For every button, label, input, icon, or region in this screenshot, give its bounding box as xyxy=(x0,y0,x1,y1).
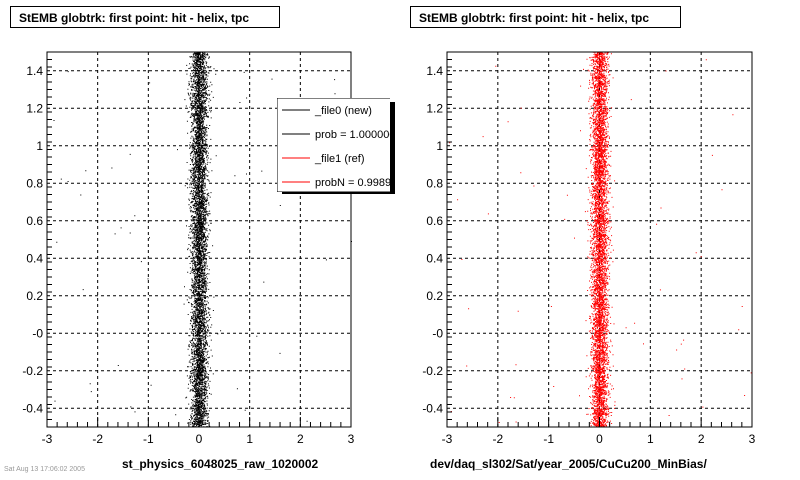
footer-timestamp: Sat Aug 13 17:06:02 2005 xyxy=(4,466,85,473)
x-tick-label: 2 xyxy=(698,432,705,446)
legend-entry-label: prob = 1.000000 xyxy=(315,129,395,141)
x-tick-label: 3 xyxy=(749,432,756,446)
y-tick-label: 0.4 xyxy=(426,251,443,265)
y-tick-label: -0.2 xyxy=(422,364,443,378)
y-tick-label: 0.8 xyxy=(426,176,443,190)
x-tick-label: -1 xyxy=(543,432,554,446)
x-tick-label: -3 xyxy=(442,432,453,446)
y-tick-label: -0.2 xyxy=(22,364,43,378)
y-tick-label: -0 xyxy=(32,326,43,340)
y-tick-label: -0 xyxy=(432,326,443,340)
x-tick-label: 3 xyxy=(348,432,355,446)
x-tick-label: 2 xyxy=(297,432,304,446)
x-tick-label: -2 xyxy=(92,432,103,446)
left-x-axis-label: st_physics_6048025_raw_1020002 xyxy=(122,457,319,471)
right-x-axis-label: dev/daq_sl302/Sat/year_2005/CuCu200_MinB… xyxy=(430,457,707,471)
left-chart-title: StEMB globtrk: first point: hit - helix,… xyxy=(10,6,280,28)
legend-entry-label: probN = 0.998990 xyxy=(315,177,403,189)
y-tick-label: 1.4 xyxy=(426,64,443,78)
y-tick-label: 1 xyxy=(436,139,443,153)
scatter-points xyxy=(449,51,752,428)
x-tick-label: 0 xyxy=(196,432,203,446)
y-tick-label: 0.2 xyxy=(426,289,443,303)
x-tick-label: -2 xyxy=(492,432,503,446)
y-tick-label: 0.6 xyxy=(426,214,443,228)
legend-entry-label: _file1 (ref) xyxy=(314,153,365,165)
y-tick-label: -0.4 xyxy=(22,401,43,415)
y-tick-label: 1.2 xyxy=(426,101,443,115)
y-tick-label: 0.4 xyxy=(26,251,43,265)
legend-entry-label: _file0 (new) xyxy=(314,105,372,117)
scatter-points xyxy=(53,51,352,428)
x-tick-label: -1 xyxy=(143,432,154,446)
y-tick-label: 0.6 xyxy=(26,214,43,228)
x-tick-label: -3 xyxy=(42,432,53,446)
plot-1: -3 -2 -1 0 1 2 3 -0.4 -0.2 -0 0.2 0.4 0.6 0.8 1 1.2 1.4 xyxy=(422,51,756,446)
y-tick-label: 0.2 xyxy=(26,289,43,303)
y-tick-label: 0.8 xyxy=(26,176,43,190)
y-tick-label: 1.4 xyxy=(26,64,43,78)
y-tick-label: 1 xyxy=(36,139,43,153)
y-tick-label: 1.2 xyxy=(26,101,43,115)
y-tick-label: -0.4 xyxy=(422,401,443,415)
x-tick-label: 1 xyxy=(246,432,253,446)
plot-0: -3 -2 -1 0 1 2 3 -0.4 -0.2 -0 0.2 0.4 0.6 0.8 1 1.2 1.4 _… xyxy=(22,51,403,446)
legend: _file0 (new) prob = 1.000000 _file1 (ref) p… xyxy=(277,98,403,192)
right-chart-title: StEMB globtrk: first point: hit - helix,… xyxy=(410,6,681,28)
x-tick-label: 0 xyxy=(596,432,603,446)
legend-box xyxy=(277,98,390,192)
x-tick-label: 1 xyxy=(647,432,654,446)
